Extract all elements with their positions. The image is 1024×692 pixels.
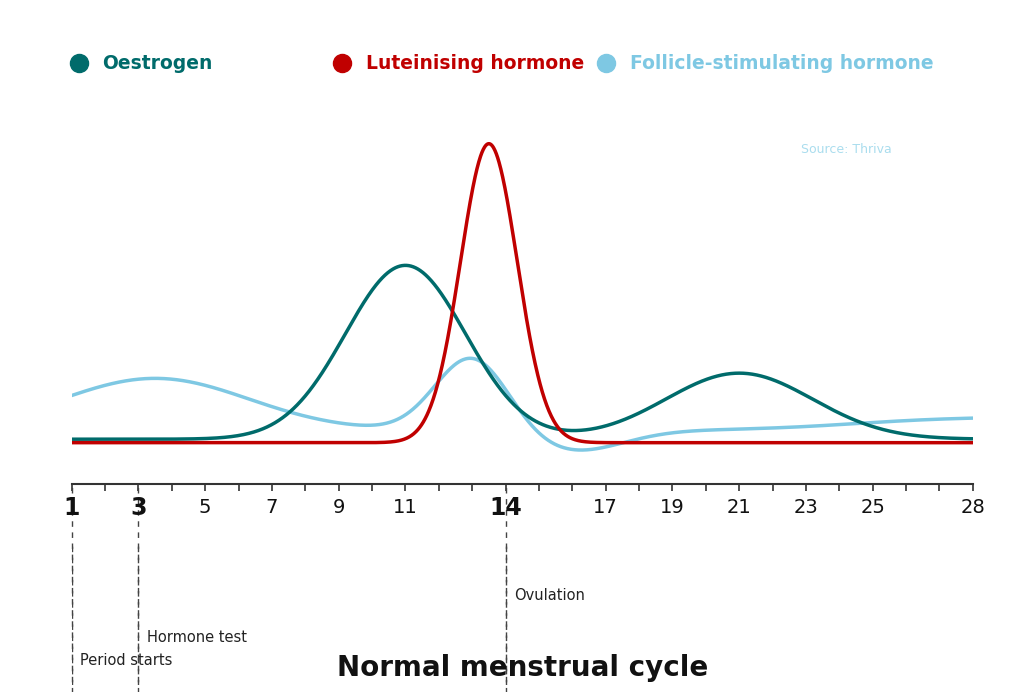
Text: Source: Thriva: Source: Thriva (801, 143, 892, 156)
Text: 25: 25 (860, 498, 885, 518)
Text: 14: 14 (489, 496, 522, 520)
Text: Normal menstrual cycle: Normal menstrual cycle (337, 654, 708, 682)
Text: 3: 3 (130, 496, 146, 520)
Text: Oestrogen: Oestrogen (102, 54, 213, 73)
Text: 17: 17 (593, 498, 618, 518)
Text: Luteinising hormone: Luteinising hormone (366, 54, 585, 73)
Text: Period starts: Period starts (80, 653, 172, 668)
Text: 1: 1 (63, 496, 80, 520)
Text: 23: 23 (794, 498, 818, 518)
Text: 21: 21 (727, 498, 752, 518)
Text: 28: 28 (961, 498, 985, 518)
Text: Hormone test: Hormone test (146, 630, 247, 646)
Text: Follicle-stimulating hormone: Follicle-stimulating hormone (630, 54, 934, 73)
Text: 11: 11 (393, 498, 418, 518)
Text: 19: 19 (660, 498, 685, 518)
Text: Ovulation: Ovulation (514, 588, 585, 603)
Text: 7: 7 (266, 498, 279, 518)
Text: 5: 5 (199, 498, 211, 518)
Text: 9: 9 (333, 498, 345, 518)
